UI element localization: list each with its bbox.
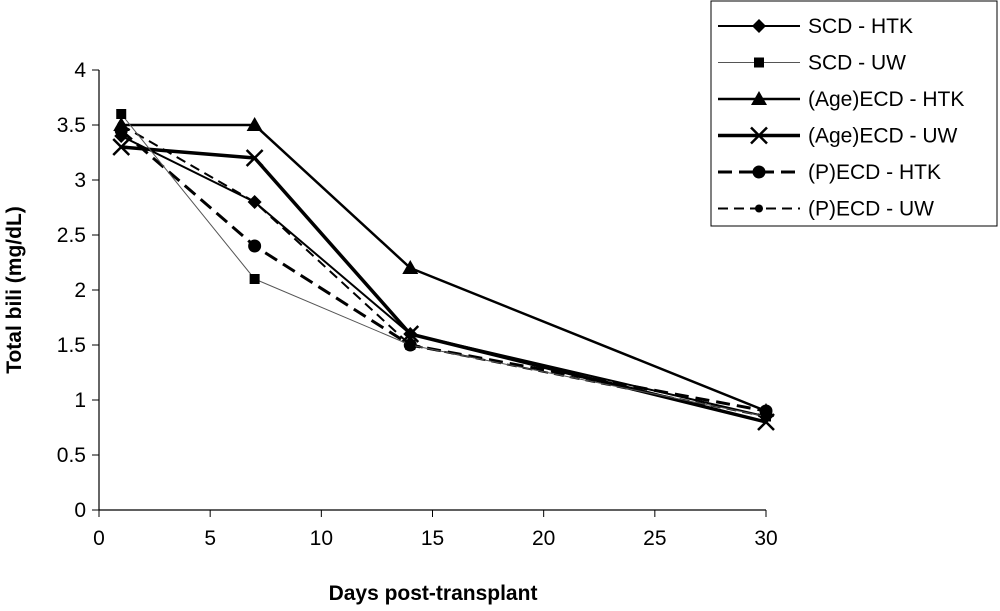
series-line bbox=[121, 123, 767, 413]
legend-swatch-marker bbox=[755, 204, 763, 213]
legend-box bbox=[710, 0, 998, 227]
data-point-marker bbox=[114, 129, 129, 143]
y-tick-label: 0.5 bbox=[57, 444, 86, 467]
x-tick-label: 30 bbox=[754, 527, 777, 550]
x-axis-title: Days post-transplant bbox=[329, 582, 538, 605]
series-3 bbox=[112, 138, 775, 431]
axes: 0 0.5 1 1.5 2 2.5 3 3.5 4 0 5 10 15 20 25 30 bbox=[57, 59, 778, 550]
y-tick-label: 4 bbox=[74, 59, 86, 82]
series-line bbox=[120, 129, 767, 413]
series-1 bbox=[116, 109, 771, 422]
data-point-marker bbox=[248, 239, 262, 253]
data-point-marker bbox=[405, 340, 416, 350]
legend-item: SCD - UW bbox=[718, 52, 906, 75]
legend-item: (P)ECD - HTK bbox=[718, 161, 941, 184]
data-point-marker bbox=[246, 117, 263, 131]
data-point-marker bbox=[116, 109, 127, 119]
legend-label: (P)ECD - HTK bbox=[808, 161, 941, 184]
series-0 bbox=[114, 129, 773, 424]
x-tick-label: 5 bbox=[204, 527, 216, 550]
data-point-marker bbox=[247, 195, 262, 209]
legend-item: SCD - HTK bbox=[718, 15, 913, 38]
series-2 bbox=[113, 117, 774, 417]
data-point-marker bbox=[249, 274, 260, 284]
legend-label: SCD - HTK bbox=[808, 15, 913, 38]
data-point-marker bbox=[761, 411, 771, 422]
x-tick-label: 10 bbox=[310, 527, 333, 550]
y-tick-label: 3 bbox=[74, 169, 86, 192]
series-5 bbox=[117, 121, 770, 421]
data-point-marker bbox=[112, 138, 131, 156]
y-axis-title: Total bili (mg/dL) bbox=[3, 206, 26, 374]
series-layer bbox=[112, 109, 775, 431]
legend-label: (Age)ECD - HTK bbox=[808, 88, 964, 111]
y-tick-label: 1.5 bbox=[57, 334, 86, 357]
legend-label: (Age)ECD - UW bbox=[808, 125, 958, 148]
data-point-marker bbox=[245, 149, 264, 167]
legend-swatch-marker bbox=[752, 165, 766, 179]
legend-swatch-marker bbox=[752, 19, 766, 33]
legend-label: SCD - UW bbox=[808, 52, 906, 75]
legend-label: (P)ECD - UW bbox=[808, 198, 934, 221]
series-line bbox=[121, 145, 767, 424]
series-line bbox=[120, 113, 767, 417]
legend-swatch-marker bbox=[754, 57, 764, 68]
legend-item: (Age)ECD - HTK bbox=[718, 88, 964, 111]
y-tick-label: 0 bbox=[74, 499, 86, 522]
data-point-marker bbox=[403, 327, 418, 341]
legend: SCD - HTK SCD - UW (Age)ECD - HTK (Age)ECD … bbox=[710, 0, 998, 227]
y-tick-label: 3.5 bbox=[57, 114, 86, 137]
x-tick-label: 20 bbox=[532, 527, 555, 550]
y-tick-label: 1 bbox=[74, 389, 86, 412]
y-tick-label: 2 bbox=[74, 279, 86, 302]
y-tick-label: 2.5 bbox=[57, 224, 86, 247]
legend-swatch-marker bbox=[751, 91, 767, 105]
data-point-marker bbox=[402, 260, 419, 274]
x-tick-label: 25 bbox=[643, 527, 666, 550]
data-point-marker bbox=[117, 121, 126, 129]
series-line bbox=[120, 135, 767, 418]
legend-item: (P)ECD - UW bbox=[718, 198, 934, 221]
x-tick-label: 15 bbox=[421, 527, 444, 550]
legend-item: (Age)ECD - UW bbox=[718, 125, 958, 148]
legend-swatch-marker bbox=[750, 126, 768, 145]
x-tick-label: 0 bbox=[93, 527, 105, 550]
